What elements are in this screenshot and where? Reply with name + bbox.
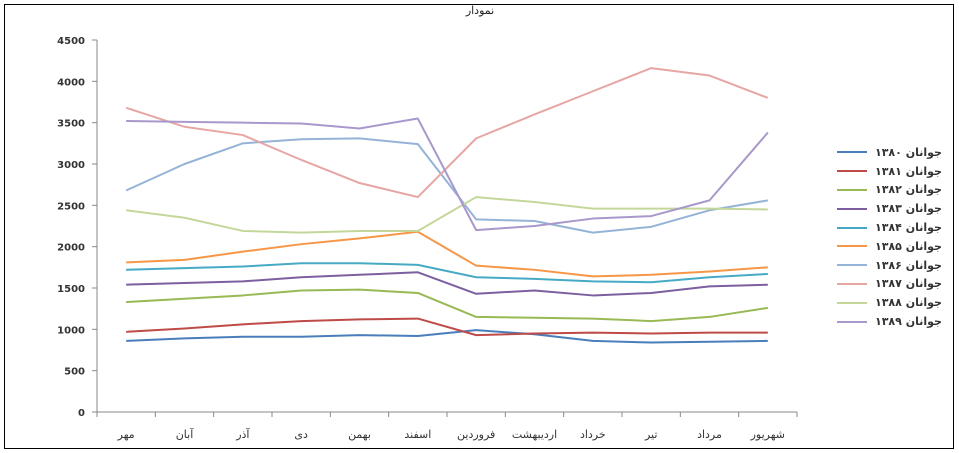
legend-label: جوانان ۱۳۸۸ — [875, 296, 942, 310]
x-tick-label: بهمن — [348, 428, 371, 441]
y-tick-label: 3000 — [57, 160, 85, 171]
legend-swatch — [837, 207, 867, 210]
series-line-4 — [126, 271, 768, 297]
chart-legend: جوانان ۱۳۸۰ جوانان ۱۳۸۱ جوانان ۱۳۸۲ جوانان … — [837, 143, 942, 331]
legend-item-4: جوانان ۱۳۸۳ — [837, 199, 942, 218]
legend-label: جوانان ۱۳۸۴ — [875, 221, 942, 235]
x-tick-label: مهر — [117, 428, 135, 441]
legend-label: جوانان ۱۳۸۱ — [875, 164, 942, 178]
y-tick-label: 4000 — [57, 77, 85, 88]
y-tick-label: 3500 — [57, 119, 85, 130]
x-tick-label: مرداد — [697, 428, 722, 441]
series-line-2 — [126, 317, 768, 337]
series-line-8 — [125, 67, 769, 199]
chart-frame: نمودار 0 500 1000 1500 2000 2500 3000 3500 4000 4… — [4, 4, 954, 449]
y-tick-label: 1000 — [57, 325, 85, 336]
legend-label: جوانان ۱۳۸۵ — [875, 239, 942, 253]
legend-item-7: جوانان ۱۳۸۶ — [837, 256, 942, 275]
x-tick-label: تیر — [644, 428, 657, 441]
series-line-1 — [126, 329, 768, 344]
legend-item-9: جوانان ۱۳۸۸ — [837, 293, 942, 312]
legend-item-2: جوانان ۱۳۸۱ — [837, 162, 942, 181]
series-line-9 — [126, 196, 768, 234]
legend-swatch — [837, 282, 867, 285]
y-tick-label: 2500 — [57, 201, 85, 212]
y-tick-label: 0 — [78, 408, 85, 419]
x-tick-label: آبان — [176, 427, 194, 441]
series-line-3 — [126, 288, 768, 323]
legend-item-8: جوانان ۱۳۸۷ — [837, 275, 942, 294]
x-tick-label: خرداد — [580, 428, 606, 441]
legend-item-5: جوانان ۱۳۸۴ — [837, 218, 942, 237]
series-line-7 — [125, 137, 769, 234]
legend-swatch — [837, 245, 867, 248]
legend-swatch — [837, 188, 867, 191]
x-tick-label: اردیبهشت — [512, 428, 557, 441]
legend-label: جوانان ۱۳۸۷ — [875, 277, 942, 291]
series-line-6 — [126, 230, 768, 278]
legend-label: جوانان ۱۳۸۹ — [875, 315, 942, 329]
x-tick-label: اسفند — [404, 428, 431, 441]
series-line-5 — [126, 262, 768, 284]
y-tick-label: 1500 — [57, 284, 85, 295]
x-tick-label: شهریور — [750, 428, 785, 441]
legend-swatch — [837, 151, 867, 154]
legend-item-10: جوانان ۱۳۸۹ — [837, 312, 942, 331]
y-tick-label: 4500 — [57, 36, 85, 47]
series-line-10 — [126, 117, 769, 232]
legend-swatch — [837, 170, 867, 173]
legend-item-1: جوانان ۱۳۸۰ — [837, 143, 942, 162]
x-tick-label: فروردین — [457, 428, 495, 441]
legend-item-3: جوانان ۱۳۸۲ — [837, 181, 942, 200]
x-tick-label: دی — [294, 428, 308, 441]
legend-label: جوانان ۱۳۸۰ — [875, 145, 942, 159]
legend-swatch — [837, 264, 867, 267]
x-tick-label: آذر — [235, 427, 250, 441]
y-tick-label: 2000 — [57, 243, 85, 254]
y-tick-label: 500 — [64, 367, 85, 378]
legend-swatch — [837, 301, 867, 304]
legend-label: جوانان ۱۳۸۲ — [875, 183, 942, 197]
legend-label: جوانان ۱۳۸۶ — [875, 258, 942, 272]
legend-swatch — [837, 226, 867, 229]
legend-item-6: جوانان ۱۳۸۵ — [837, 237, 942, 256]
legend-label: جوانان ۱۳۸۳ — [875, 202, 942, 216]
chart-title: نمودار — [465, 4, 495, 17]
line-chart: 0 500 1000 1500 2000 2500 3000 3500 4000 4500 مهر آ… — [57, 36, 798, 441]
legend-swatch — [837, 320, 867, 323]
